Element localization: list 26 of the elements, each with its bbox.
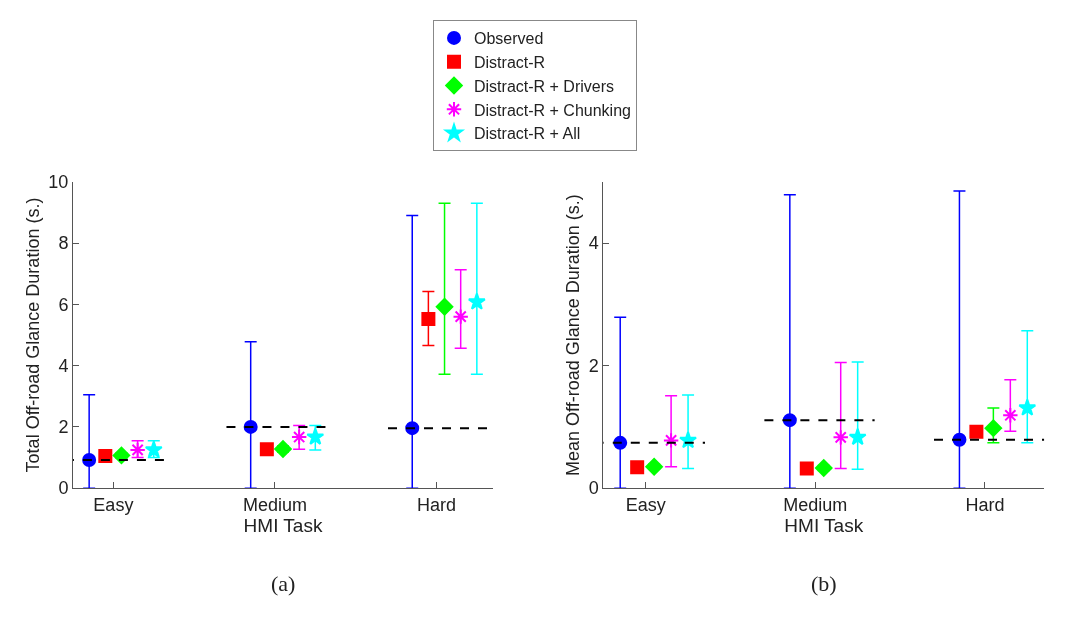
y-tick-label: 0 (58, 478, 69, 499)
x-axis-title: HMI Task (784, 514, 864, 536)
legend-label: Distract-R + All (474, 125, 581, 143)
legend-label: Observed (474, 30, 544, 48)
x-tick-label: Easy (625, 494, 666, 515)
text: (a) (271, 571, 296, 596)
y-tick-label: 8 (58, 233, 69, 254)
legend-label: Distract-R + Chunking (474, 101, 631, 119)
x-tick-label: Hard (965, 494, 1005, 515)
y-tick-label: 4 (588, 233, 599, 254)
legend-label: Distract-R (474, 53, 546, 71)
y-axis-title: Mean Off-road Glance Duration (s.) (562, 194, 583, 476)
y-tick-label: 0 (588, 478, 599, 499)
text: (b) (811, 571, 837, 596)
x-tick-label: Easy (93, 494, 134, 515)
legend-label: Distract-R + Drivers (474, 77, 615, 95)
y-axis-title: Total Off-road Glance Duration (s.) (22, 197, 43, 473)
x-axis-title: HMI Task (243, 514, 323, 536)
y-tick-label: 4 (58, 355, 69, 376)
y-tick-label: 2 (588, 355, 599, 376)
x-tick-label: Medium (783, 494, 848, 515)
y-tick-label: 10 (48, 172, 69, 193)
y-tick-label: 6 (58, 294, 69, 315)
x-tick-label: Hard (416, 494, 456, 515)
x-tick-label: Medium (242, 494, 307, 515)
y-tick-label: 2 (58, 417, 69, 438)
